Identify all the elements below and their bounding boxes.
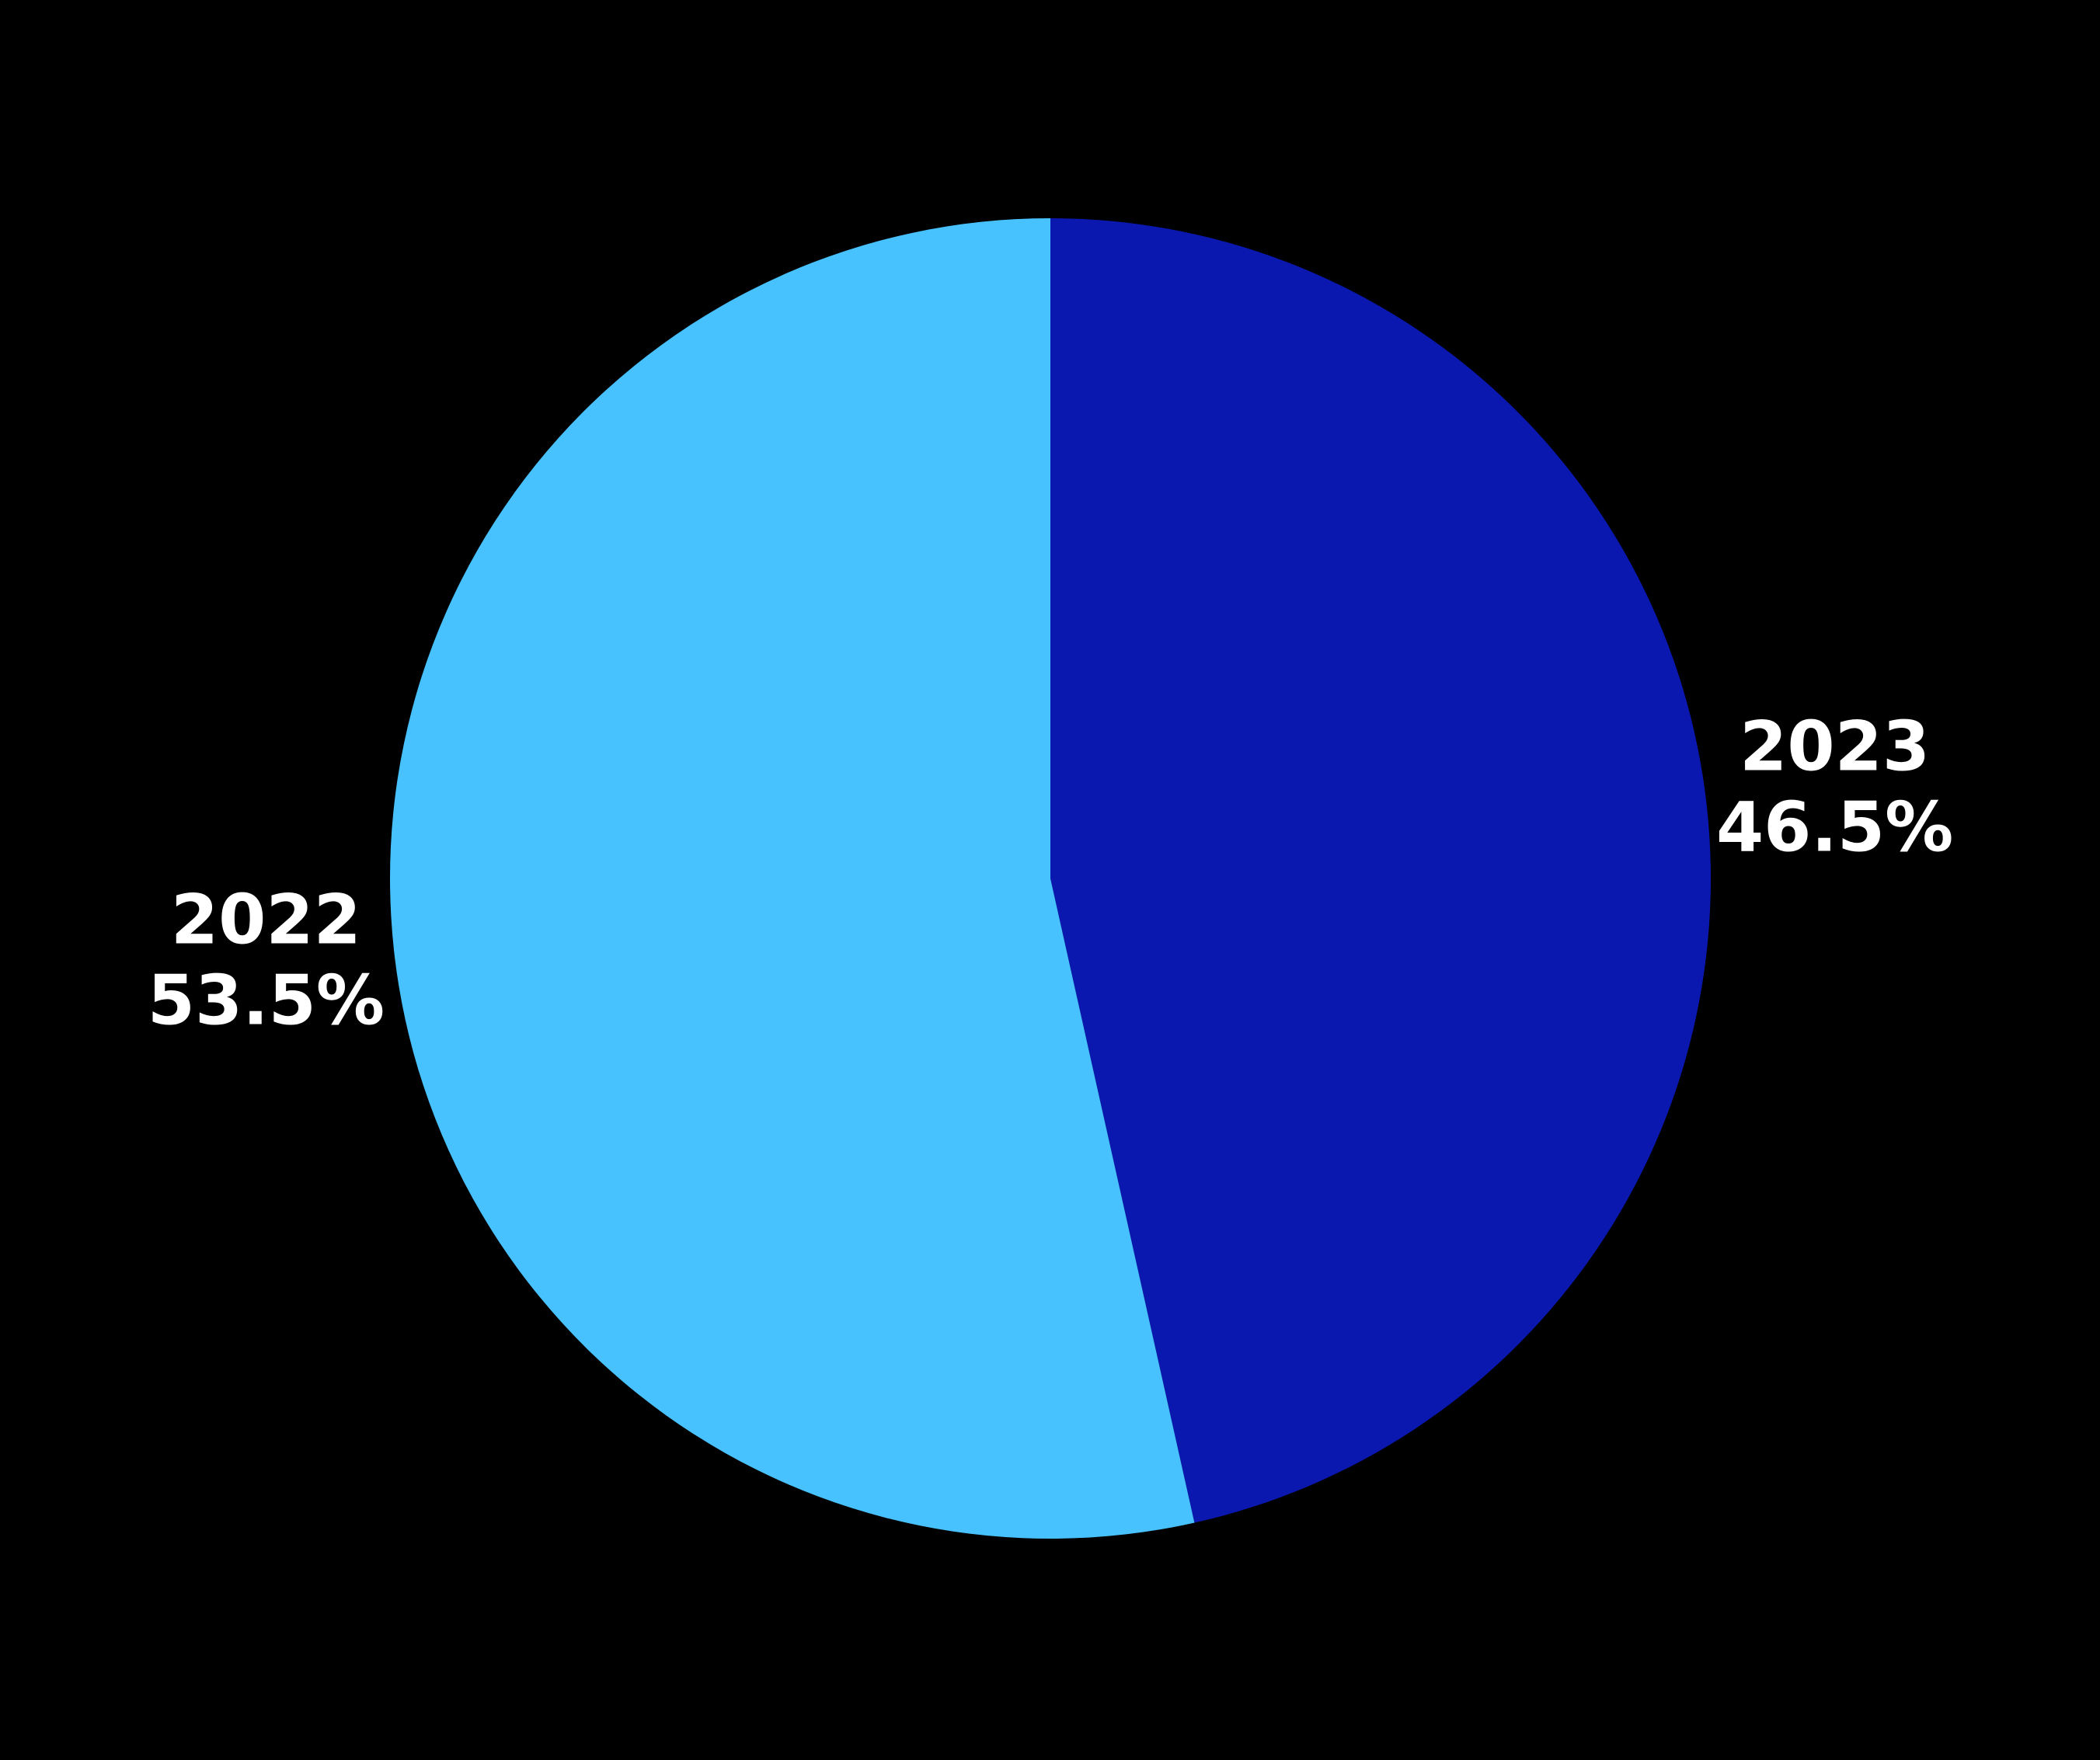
slice-value-label: 46.5% bbox=[1716, 787, 1953, 867]
slice-category-label: 2023 bbox=[1740, 706, 1930, 786]
slice-category-label: 2022 bbox=[171, 879, 361, 959]
pie-slice bbox=[389, 218, 1195, 1539]
pie-slice bbox=[1050, 218, 1711, 1523]
slice-value-label: 53.5% bbox=[148, 960, 385, 1040]
